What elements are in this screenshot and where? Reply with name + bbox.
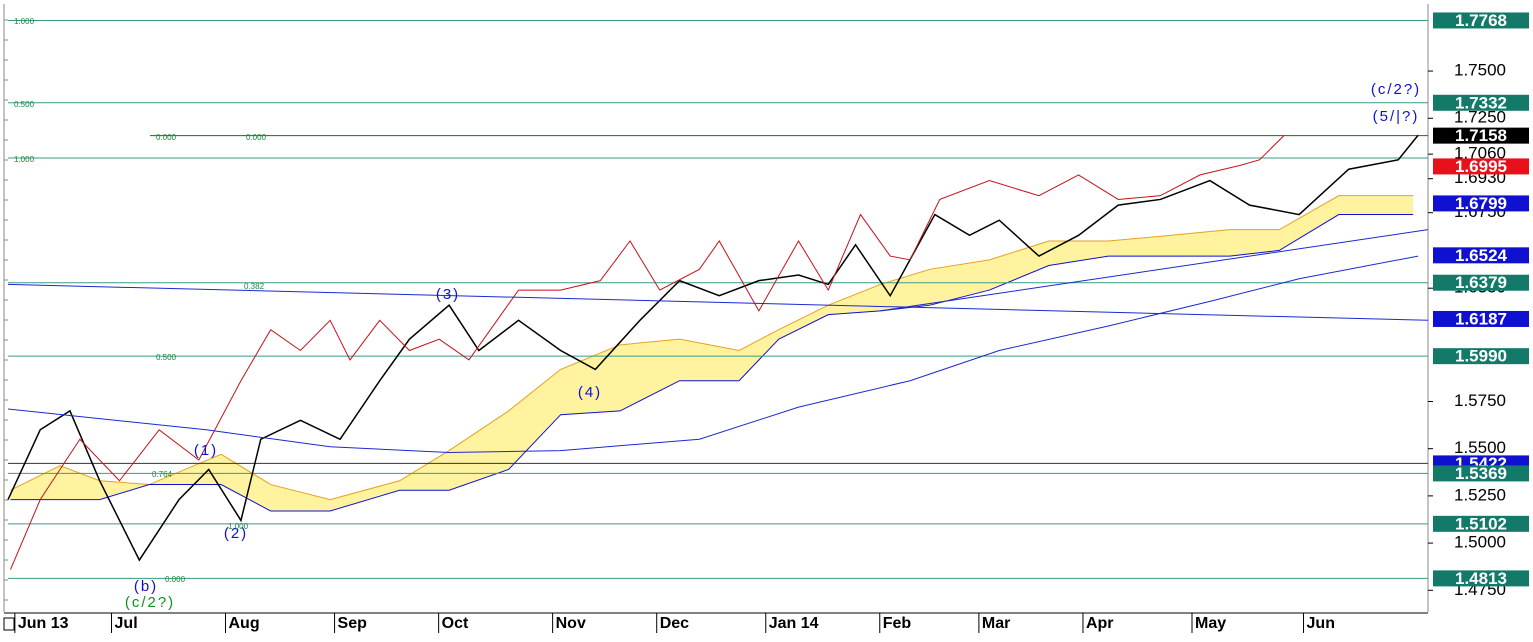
wave-label: (c/2?) xyxy=(1371,81,1421,98)
fib-label: 0.500 xyxy=(156,353,177,362)
cloud-fill xyxy=(10,195,1414,511)
cloud-lower xyxy=(10,214,1414,512)
y-tick-label: 1.5000 xyxy=(1454,533,1506,552)
fib-label: 0.000 xyxy=(156,133,177,142)
series-ma-flat xyxy=(7,283,1429,321)
series-price xyxy=(7,134,1419,562)
level-box xyxy=(1433,570,1529,587)
y-tick-label: 1.7250 xyxy=(1454,108,1506,127)
x-tick-label: Sep xyxy=(338,615,368,632)
level-label: 1.6379 xyxy=(1455,273,1507,292)
x-tick-label: Jun 13 xyxy=(18,615,69,632)
level-box xyxy=(1433,274,1529,291)
x-tick-label: Mar xyxy=(982,615,1010,632)
x-tick-label: Feb xyxy=(883,615,912,632)
fib-label: 1.000 xyxy=(14,155,35,164)
cloud-upper xyxy=(10,195,1414,501)
level-box xyxy=(1433,127,1529,144)
level-label: 1.5369 xyxy=(1455,464,1507,483)
x-tick-label: May xyxy=(1195,615,1226,632)
x-tick-label: Dec xyxy=(660,615,689,632)
wave-label: (4) xyxy=(578,384,602,401)
y-tick-label: 1.5750 xyxy=(1454,391,1506,410)
x-tick-label: Aug xyxy=(229,615,260,632)
y-tick-label: 1.5500 xyxy=(1454,438,1506,457)
wave-label: (5/|?) xyxy=(1373,108,1420,125)
level-label: 1.7332 xyxy=(1455,93,1507,112)
fib-label: 0.000 xyxy=(165,575,186,584)
wave-label: (b) xyxy=(134,578,158,595)
x-tick-label: Apr xyxy=(1086,615,1114,632)
level-label: 1.5990 xyxy=(1455,347,1507,366)
level-label: 1.7158 xyxy=(1455,126,1507,145)
x-tick-label: Jan 14 xyxy=(769,615,819,632)
level-label: 1.7768 xyxy=(1455,11,1507,30)
x-tick-label: Oct xyxy=(442,615,469,632)
level-label: 1.6524 xyxy=(1455,246,1508,265)
wave-label: (c/2?) xyxy=(125,594,175,611)
level-box xyxy=(1433,310,1529,327)
fib-label: 1.000 xyxy=(14,17,35,26)
y-tick-label: 1.7500 xyxy=(1454,61,1506,80)
level-box xyxy=(1433,247,1529,264)
level-label: 1.5102 xyxy=(1455,514,1507,533)
level-label: 1.6995 xyxy=(1455,157,1507,176)
wave-label: (3) xyxy=(436,286,460,303)
y-tick-label: 1.5250 xyxy=(1454,485,1506,504)
level-box xyxy=(1433,515,1529,532)
level-label: 1.6799 xyxy=(1455,194,1507,213)
level-label: 1.4813 xyxy=(1455,569,1507,588)
x-tick-label: Nov xyxy=(556,615,586,632)
x-tick-label: Jun xyxy=(1307,615,1335,632)
series-ma-long xyxy=(7,255,1419,453)
level-box xyxy=(1433,195,1529,212)
x-tick-label: Jul xyxy=(115,615,138,632)
fib-label: 0.000 xyxy=(246,133,267,142)
fib-label: 1.000 xyxy=(228,522,249,531)
level-box xyxy=(1433,12,1529,29)
level-box xyxy=(1433,94,1529,111)
series-trendline xyxy=(880,229,1429,312)
fib-label: 0.500 xyxy=(14,100,35,109)
level-label: 1.6187 xyxy=(1455,309,1507,328)
y-tick-label: 1.7060 xyxy=(1454,144,1506,163)
wave-label: (1) xyxy=(194,442,218,459)
wave-label: (2) xyxy=(224,525,248,542)
level-box xyxy=(1433,465,1529,482)
fib-label: 0.382 xyxy=(244,282,265,291)
fib-label: 0.764 xyxy=(152,470,173,479)
series-lagging xyxy=(10,134,1285,570)
level-box xyxy=(1433,158,1529,175)
level-box xyxy=(1433,348,1529,365)
corner-box xyxy=(3,617,15,631)
